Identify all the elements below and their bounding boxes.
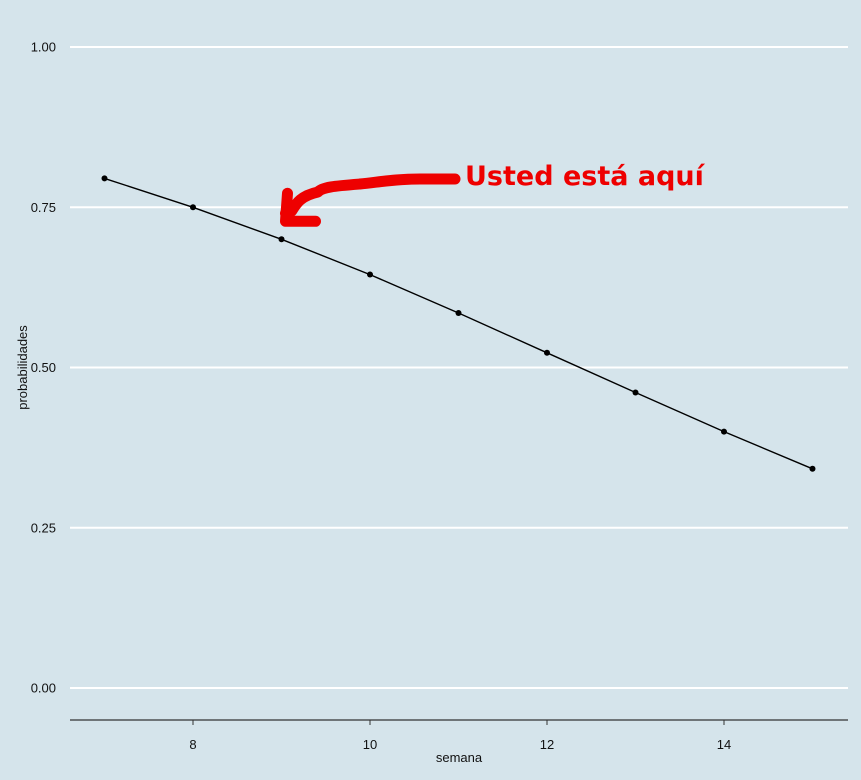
y-tick-label: 0.25 [31, 520, 56, 535]
annotation-arrow [280, 173, 461, 219]
x-tick-label: 10 [363, 737, 377, 752]
data-point [721, 428, 727, 435]
x-tick-label: 14 [717, 737, 731, 752]
data-point [809, 465, 816, 472]
series-points [101, 175, 816, 472]
data-point [632, 389, 639, 396]
x-tick-label: 8 [189, 737, 196, 752]
x-axis-title: semana [436, 750, 483, 765]
data-point [367, 271, 373, 278]
x-tick-label: 12 [540, 737, 554, 752]
data-point [544, 349, 550, 356]
x-axis-ticks: 8 10 12 14 [189, 720, 731, 752]
data-point [101, 175, 108, 182]
data-point [455, 310, 462, 317]
data-point [278, 236, 285, 243]
y-tick-label: 0.00 [31, 681, 56, 696]
annotation-text: Usted está aquí [465, 161, 706, 192]
y-tick-label: 1.00 [31, 40, 56, 55]
annotation-arrowhead [280, 187, 321, 227]
y-axis-title: probabilidades [15, 325, 30, 410]
y-axis-tick-labels: 0.00 0.25 0.50 0.75 1.00 [31, 40, 56, 696]
y-tick-label: 0.75 [31, 200, 56, 215]
annotation: Usted está aquí [280, 161, 706, 227]
grid-lines [70, 46, 848, 689]
data-point [190, 204, 196, 211]
y-tick-label: 0.50 [31, 360, 56, 375]
